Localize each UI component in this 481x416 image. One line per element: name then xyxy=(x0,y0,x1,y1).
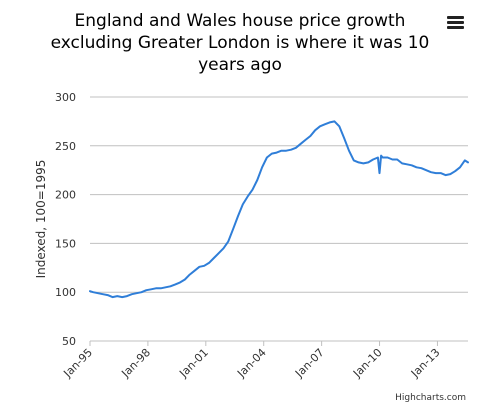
chart-title: England and Wales house price growthexcl… xyxy=(51,11,430,75)
y-axis-tick-labels: 50 100 150 200 250 300 xyxy=(55,91,76,348)
y-tick-label: 200 xyxy=(55,189,76,202)
x-axis-tick-labels: Jan-95 Jan-98 Jan-01 Jan-04 Jan-07 Jan-10 Jan-… xyxy=(61,346,443,381)
menu-icon-bar[interactable] xyxy=(447,26,464,29)
y-tick-label: 150 xyxy=(55,237,76,250)
x-tick-label: Jan-95 xyxy=(61,346,96,381)
chart-title-line: England and Wales house price growth xyxy=(75,11,406,31)
y-tick-label: 300 xyxy=(55,91,76,104)
y-tick-label: 250 xyxy=(55,140,76,153)
y-gridlines xyxy=(90,96,468,293)
y-tick-label: 50 xyxy=(62,335,76,348)
chart-title-line: excluding Greater London is where it was… xyxy=(51,33,430,53)
x-axis xyxy=(89,340,468,346)
series-line[interactable] xyxy=(89,120,469,299)
menu-icon-bar[interactable] xyxy=(447,16,464,19)
x-tick-label: Jan-10 xyxy=(350,346,385,381)
menu-icon-bar[interactable] xyxy=(447,21,464,24)
hamburger-menu-icon[interactable] xyxy=(447,16,464,29)
chart-menu-button[interactable] xyxy=(444,12,468,34)
chart-title-line: years ago xyxy=(198,55,282,75)
x-tick-label: Jan-98 xyxy=(118,346,153,381)
y-axis-label: Indexed, 100=1995 xyxy=(34,160,48,279)
y-tick-label: 100 xyxy=(55,286,76,299)
credits-link[interactable]: Highcharts.com xyxy=(395,393,466,403)
x-tick-label: Jan-13 xyxy=(408,346,443,381)
x-tick-label: Jan-04 xyxy=(234,346,269,381)
x-tick-label: Jan-07 xyxy=(292,346,327,381)
x-tick-label: Jan-01 xyxy=(176,346,211,381)
series-group xyxy=(89,120,469,299)
